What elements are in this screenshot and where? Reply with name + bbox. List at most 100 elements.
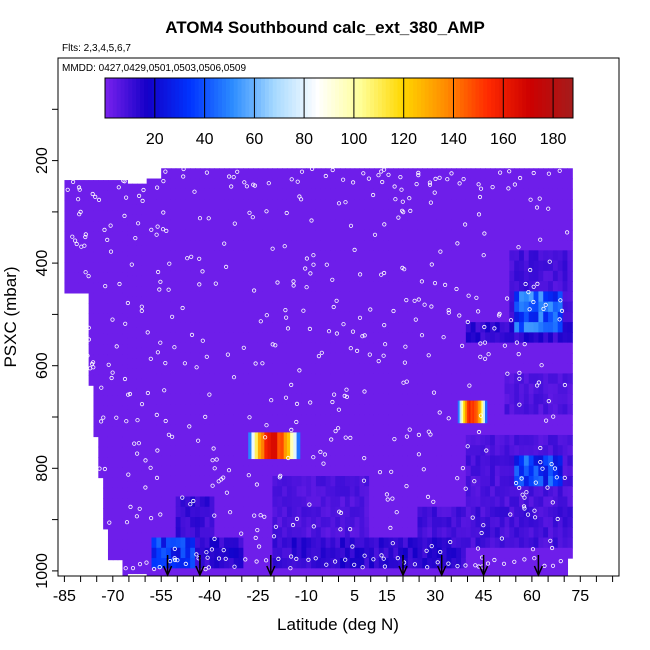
- heatmap-cell: [161, 332, 167, 344]
- heatmap-cell: [407, 301, 414, 313]
- heatmap-cell: [557, 465, 564, 477]
- heatmap-cell: [461, 547, 467, 559]
- heatmap-cell: [257, 506, 264, 518]
- sample-point: [194, 365, 199, 370]
- heatmap-cell: [519, 506, 525, 518]
- heatmap-cell: [538, 229, 544, 241]
- heatmap-cell: [132, 183, 138, 195]
- heatmap-cell: [122, 395, 128, 407]
- heatmap-cell: [272, 496, 278, 508]
- heatmap-cell: [548, 219, 554, 231]
- heatmap-cell: [422, 496, 428, 508]
- heatmap-cell: [209, 301, 215, 313]
- heatmap-cell: [204, 465, 211, 477]
- sample-point: [348, 435, 353, 440]
- heatmap-cell: [306, 496, 312, 508]
- heatmap-cell: [436, 188, 443, 200]
- heatmap-cell: [311, 209, 317, 221]
- colorbar-swatch: [557, 78, 562, 118]
- heatmap-cell: [432, 281, 438, 292]
- heatmap-cell: [117, 221, 124, 232]
- heatmap-cell: [117, 292, 124, 304]
- heatmap-cell: [180, 311, 186, 323]
- heatmap-cell: [412, 506, 419, 518]
- heatmap-cell: [528, 250, 535, 262]
- heatmap-cell: [340, 404, 346, 416]
- heatmap-cell: [296, 178, 303, 190]
- heatmap-cell: [427, 311, 433, 323]
- heatmap-cell: [528, 465, 535, 477]
- heatmap-cell: [456, 393, 462, 405]
- heatmap-cell: [282, 486, 288, 498]
- heatmap-cell: [552, 281, 559, 292]
- colorbar-swatch: [245, 78, 250, 118]
- heatmap-cell: [122, 262, 128, 273]
- heatmap-cell: [136, 460, 143, 472]
- heatmap-cell: [354, 260, 361, 272]
- y-tick-label: 400: [34, 250, 51, 277]
- heatmap-cell: [441, 209, 448, 221]
- heatmap-cell: [64, 210, 70, 222]
- heatmap-cell: [93, 385, 99, 397]
- sample-point: [399, 187, 404, 192]
- heatmap-cell: [219, 270, 225, 282]
- heatmap-cell: [364, 240, 370, 251]
- heatmap-cell: [156, 455, 162, 467]
- heatmap-cell: [548, 568, 554, 576]
- heatmap-cell: [74, 282, 80, 294]
- heatmap-cell: [359, 414, 365, 426]
- heatmap-cell: [325, 332, 332, 344]
- heatmap-cell: [166, 527, 172, 539]
- sample-point: [336, 407, 341, 412]
- heatmap-cell: [417, 558, 423, 569]
- heatmap-cell: [407, 445, 414, 457]
- heatmap-cell: [267, 424, 274, 436]
- heatmap-cell: [151, 506, 157, 518]
- heatmap-cell: [378, 455, 385, 467]
- heatmap-cell: [204, 424, 211, 436]
- heatmap-cell: [161, 558, 167, 569]
- heatmap-cell: [103, 487, 109, 499]
- heatmap-cell: [543, 270, 549, 282]
- heatmap-cell: [359, 455, 365, 467]
- heatmap-cell: [475, 301, 481, 313]
- heatmap-cell: [117, 180, 124, 191]
- heatmap-cell: [151, 240, 157, 251]
- heatmap-cell: [190, 506, 196, 518]
- heatmap-cell: [209, 486, 215, 498]
- heatmap-cell: [277, 229, 283, 241]
- heatmap-cell: [330, 414, 336, 426]
- heatmap-cell: [103, 323, 109, 335]
- heatmap-cell: [359, 517, 365, 528]
- heatmap-cell: [141, 234, 148, 246]
- heatmap-cell: [499, 455, 506, 467]
- heatmap-cell: [436, 393, 443, 405]
- heatmap-cell: [388, 291, 394, 303]
- heatmap-cell: [412, 517, 419, 528]
- sample-point: [282, 244, 287, 249]
- heatmap-cell: [224, 188, 230, 200]
- heatmap-cell: [127, 460, 133, 472]
- heatmap-cell: [494, 352, 501, 364]
- heatmap-cell: [272, 475, 278, 487]
- heatmap-cell: [141, 286, 148, 298]
- heatmap-cell: [112, 467, 119, 479]
- heatmap-cell: [151, 260, 157, 272]
- heatmap-cell: [340, 281, 346, 292]
- heatmap-cell: [166, 240, 172, 251]
- heatmap-cell: [185, 332, 191, 344]
- sample-point: [392, 184, 397, 189]
- heatmap-cell: [451, 240, 457, 251]
- heatmap-cell: [267, 209, 274, 221]
- heatmap-cell: [291, 424, 298, 436]
- heatmap-cell: [417, 517, 423, 528]
- heatmap-cell: [214, 537, 220, 549]
- heatmap-cell: [306, 486, 312, 498]
- heatmap-cell: [248, 168, 254, 180]
- sample-point: [289, 427, 294, 432]
- heatmap-cell: [296, 229, 303, 241]
- heatmap-cell: [103, 354, 109, 366]
- heatmap-cell: [262, 558, 269, 569]
- heatmap-cell: [451, 558, 457, 569]
- heatmap-cell: [228, 363, 235, 375]
